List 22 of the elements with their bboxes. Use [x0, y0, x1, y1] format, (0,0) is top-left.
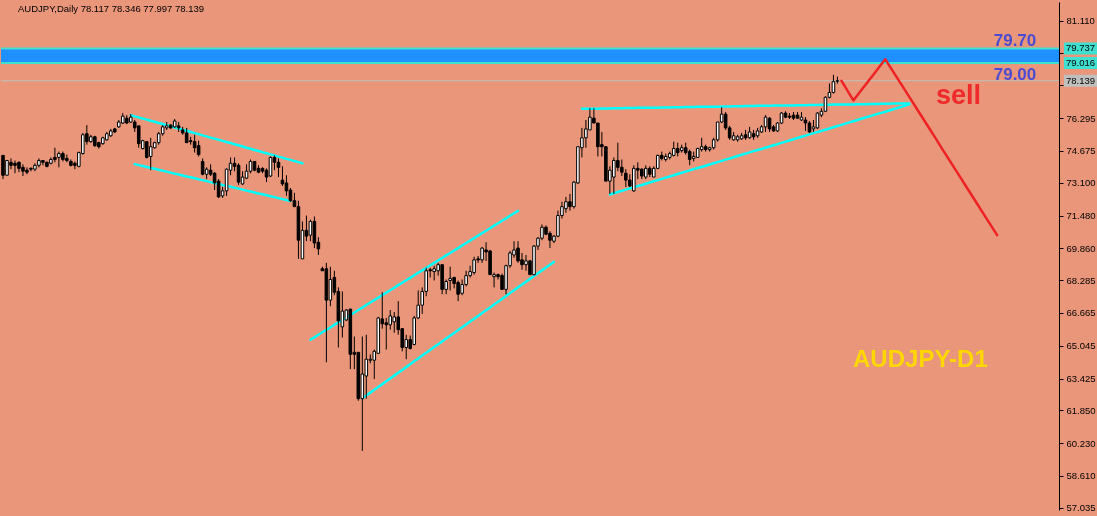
- y-tick-label: 73.100: [1066, 177, 1096, 189]
- y-tick-label: 65.045: [1066, 340, 1096, 352]
- chart-title: AUDJPY,Daily 78.117 78.346 77.997 78.139: [18, 3, 205, 14]
- annotation: 79.70: [993, 31, 1037, 51]
- annotation: AUDJPY-D1: [853, 345, 988, 373]
- y-tick-label: 66.665: [1066, 307, 1096, 319]
- y-tick-label: 69.860: [1066, 242, 1096, 254]
- annotation: 79.00: [993, 65, 1037, 84]
- ref-line-label: 79.016: [1066, 57, 1096, 68]
- y-tick-label: 57.035: [1066, 502, 1096, 514]
- ref-line-label: 79.737: [1066, 42, 1096, 54]
- y-tick-label: 76.295: [1066, 112, 1096, 124]
- y-tick-label: 68.285: [1066, 274, 1096, 286]
- y-tick-label: 81.110: [1066, 15, 1095, 27]
- y-tick-label: 71.480: [1066, 210, 1096, 222]
- y-tick-label: 63.425: [1066, 373, 1096, 385]
- y-tick-label: 61.850: [1066, 404, 1096, 416]
- ref-line-label: 78.139: [1066, 74, 1096, 86]
- y-tick-label: 58.610: [1066, 470, 1096, 482]
- annotation: sell: [935, 79, 982, 110]
- y-tick-label: 74.675: [1066, 145, 1096, 157]
- y-tick-label: 60.230: [1066, 437, 1096, 449]
